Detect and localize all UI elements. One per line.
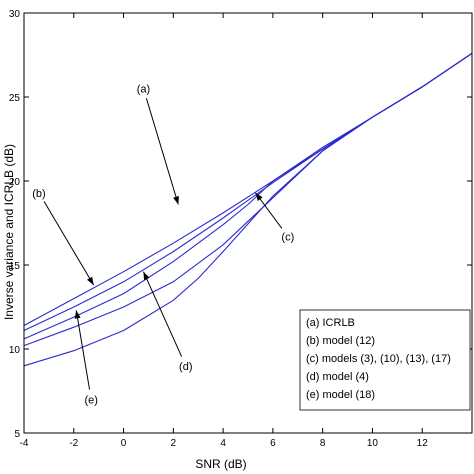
legend: (a) ICRLB (b) model (12) (c) models (3), (…	[299, 309, 471, 411]
tick-layer: -4 -2 0 2 4 6 8 10 12 5 10 15 20 25 30	[9, 9, 472, 449]
annotation-arrow	[43, 201, 95, 286]
x-tick-label: 12	[417, 438, 429, 449]
annotation-label: (a)	[137, 84, 150, 96]
legend-entries: (a) ICRLB (b) model (12) (c) models (3), (…	[306, 317, 451, 401]
x-tick-label: 0	[121, 438, 127, 449]
plot-frame	[23, 12, 473, 434]
annotation-arrow	[75, 310, 91, 390]
annotation-arrow	[145, 98, 179, 205]
annotation-arrowhead	[87, 276, 94, 286]
y-axis-label: Inverse variance and ICRLB (dB)	[2, 144, 16, 320]
x-tick-label: -2	[69, 438, 78, 449]
legend-entry: (d) model (4)	[306, 371, 369, 383]
y-tick-label: 25	[9, 93, 21, 104]
annotation-arrow	[143, 271, 183, 357]
annotation-arrowhead	[255, 192, 263, 201]
y-tick-label: 15	[9, 261, 21, 272]
x-tick-label: -4	[20, 438, 29, 449]
annotation-arrowhead	[143, 271, 150, 281]
legend-entry: (c) models (3), (10), (13), (17)	[306, 353, 451, 365]
x-axis-label: SNR (dB)	[195, 457, 246, 471]
annotation-arrowhead	[74, 310, 81, 319]
legend-entry: (b) model (12)	[306, 335, 375, 347]
y-tick-label: 10	[9, 345, 21, 356]
y-tick-label: 30	[9, 9, 21, 20]
legend-entry: (e) model (18)	[306, 389, 375, 401]
annotation-label: (d)	[179, 361, 192, 373]
legend-entry: (a) ICRLB	[306, 317, 355, 329]
x-tick-label: 8	[320, 438, 326, 449]
annotation-arrowhead	[173, 195, 179, 205]
annotation-layer: (a) (b) (c) (d) (e)	[32, 84, 294, 407]
y-tick-label: 20	[9, 177, 21, 188]
annotation-label: (b)	[32, 188, 45, 200]
series-layer	[23, 52, 473, 367]
annotation-label: (c)	[281, 231, 294, 243]
series-line-e	[23, 52, 473, 367]
x-tick-label: 2	[171, 438, 177, 449]
x-tick-label: 4	[220, 438, 226, 449]
legend-box	[299, 309, 471, 411]
x-tick-label: 6	[270, 438, 276, 449]
annotation-label: (e)	[84, 394, 97, 406]
x-tick-label: 10	[367, 438, 379, 449]
y-tick-label: 5	[14, 429, 20, 440]
